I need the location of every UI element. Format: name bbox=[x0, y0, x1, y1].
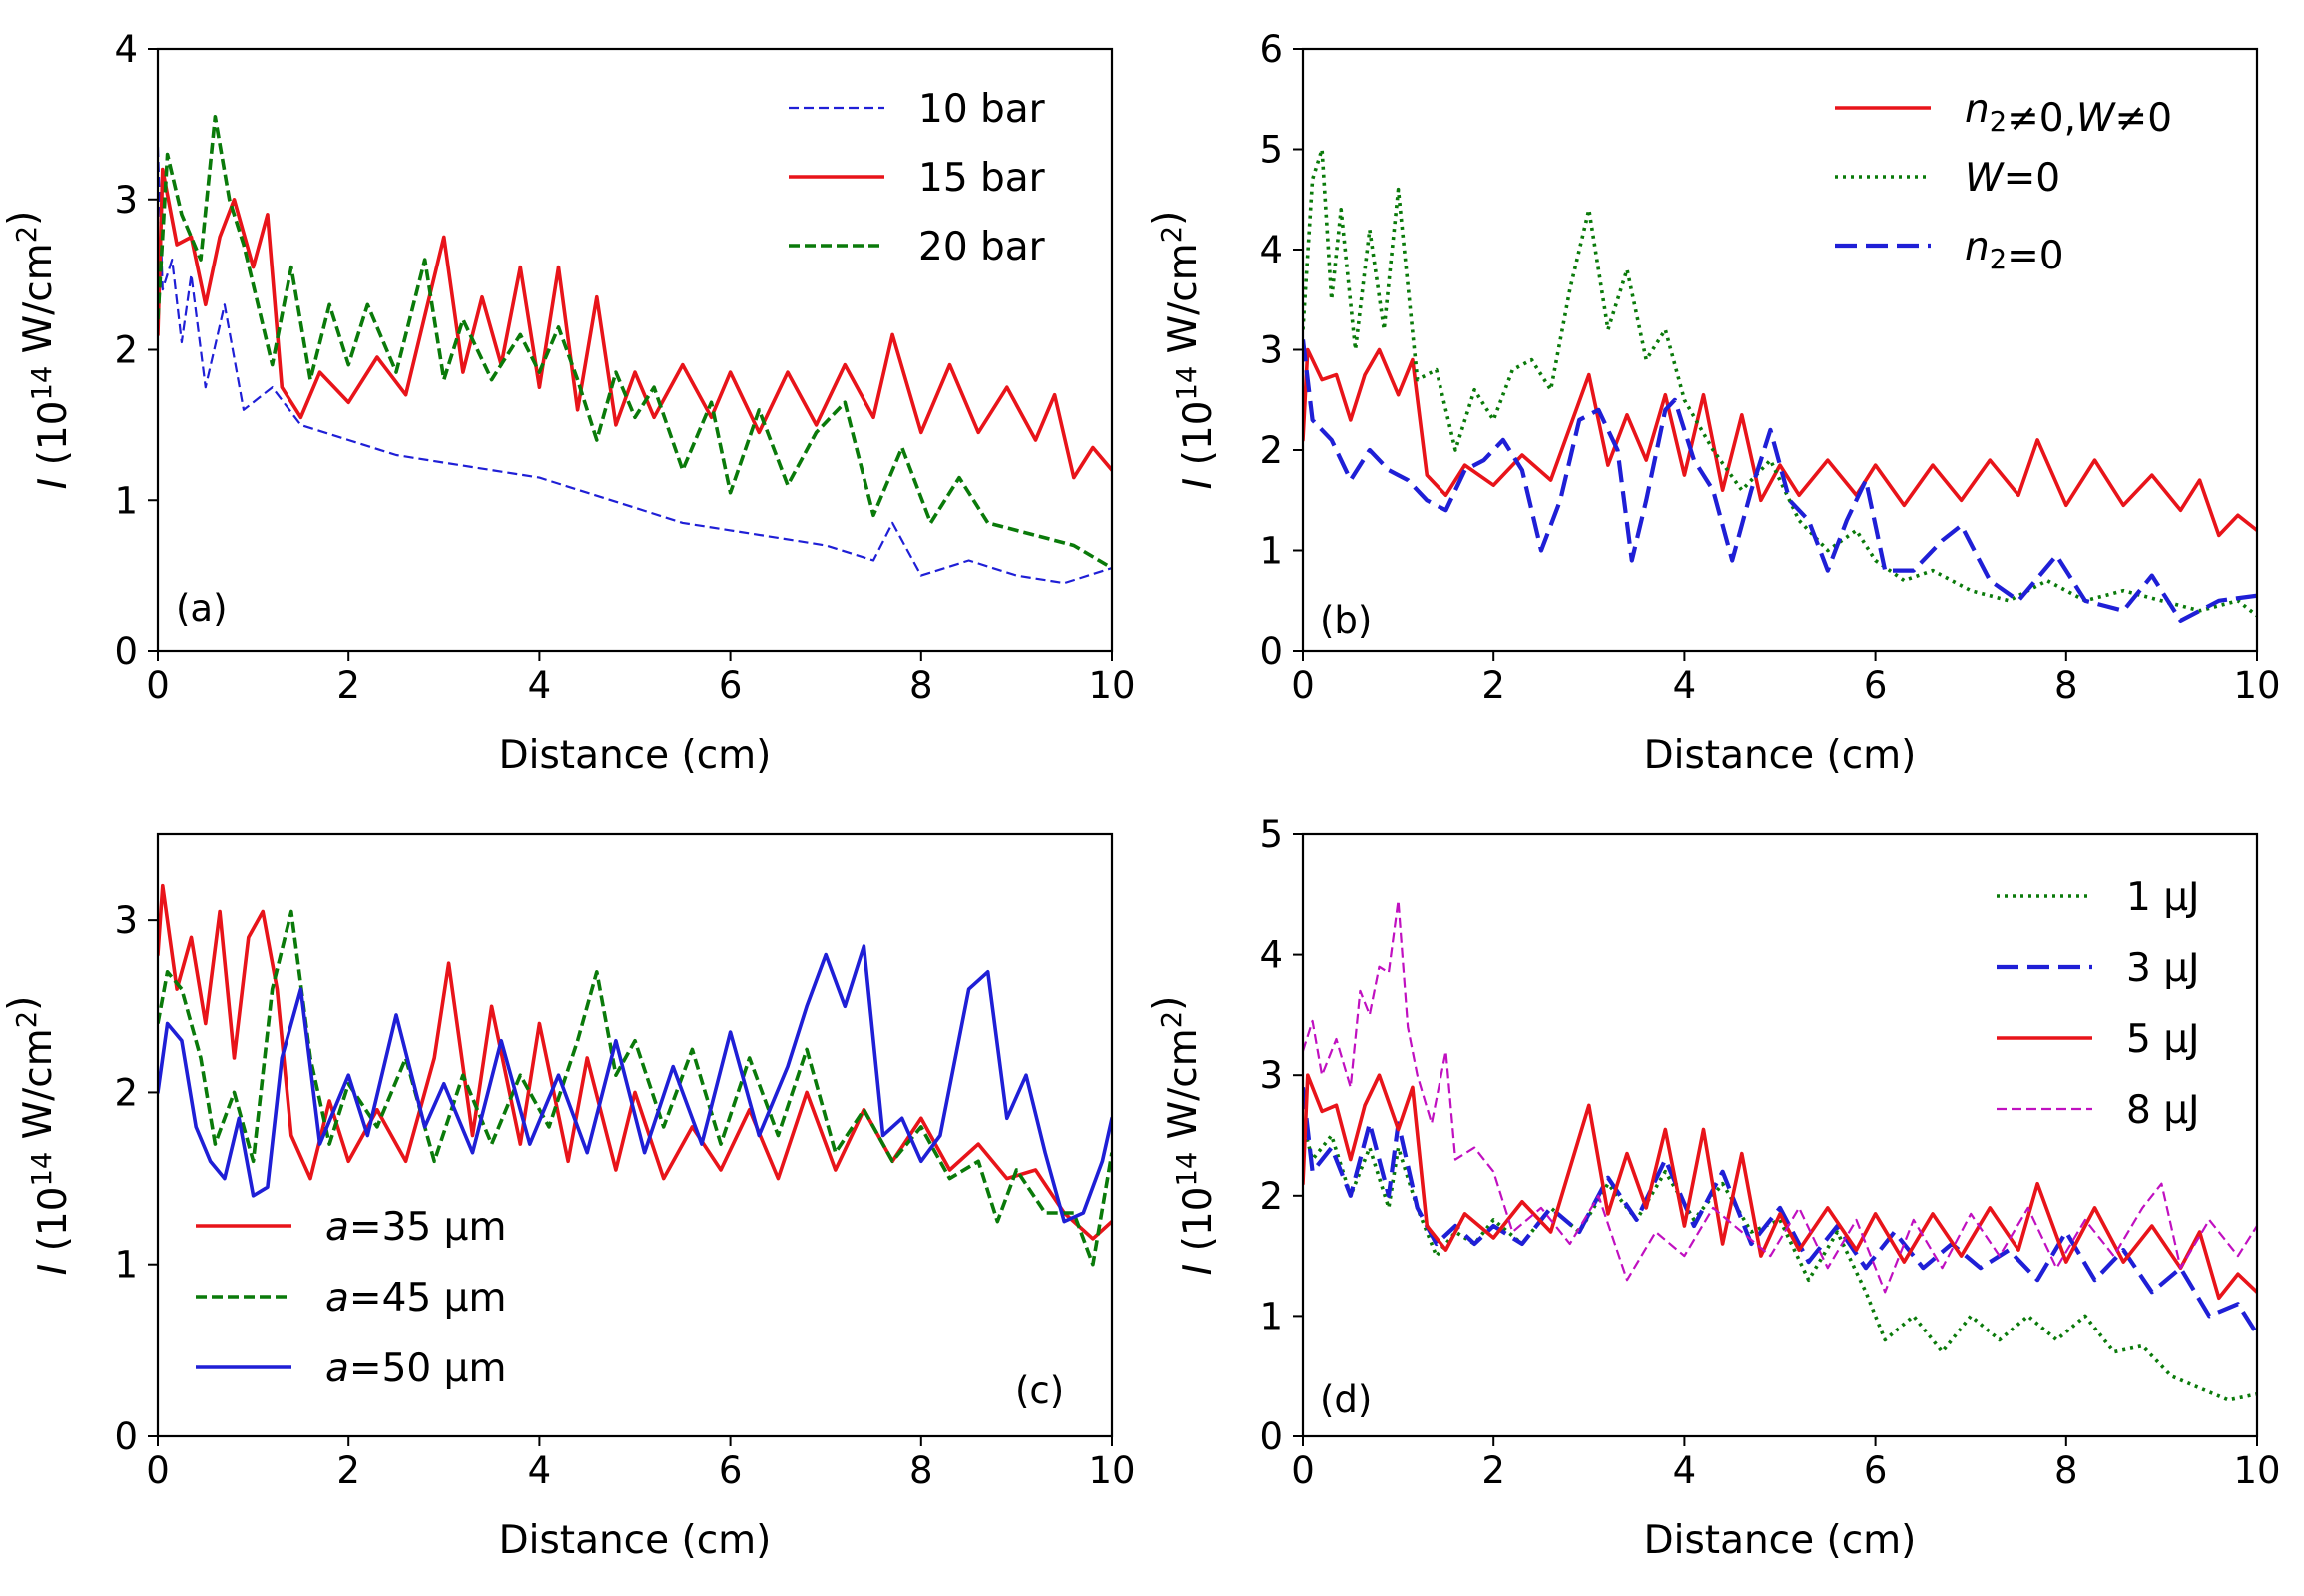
series-line-20-bar bbox=[158, 115, 1112, 570]
legend: 1 μJ 3 μJ 5 μJ 8 μJ bbox=[1997, 875, 2200, 1133]
x-tick-label: 10 bbox=[1088, 664, 1135, 707]
y-tick-label: 6 bbox=[1259, 28, 1283, 71]
x-tick-label: 6 bbox=[719, 1449, 743, 1492]
plot-area bbox=[158, 883, 1112, 1267]
y-tick-label: 2 bbox=[114, 329, 138, 372]
y-tick-label: 1 bbox=[1259, 530, 1283, 573]
series-line-n2-0-w-0 bbox=[1303, 347, 2257, 538]
y-tick-label: 3 bbox=[114, 899, 138, 942]
x-tick-label: 0 bbox=[1291, 664, 1315, 707]
series-line-1-j bbox=[1303, 1122, 2257, 1402]
x-tick-label: 6 bbox=[1864, 1449, 1888, 1492]
x-tick-label: 6 bbox=[1864, 664, 1888, 707]
y-tick-label: 5 bbox=[1259, 813, 1283, 856]
x-axis-label: Distance (cm) bbox=[499, 1518, 772, 1563]
series-line-15-bar bbox=[158, 167, 1112, 480]
series-line-a-35-m bbox=[158, 883, 1112, 1241]
plot-area bbox=[1303, 147, 2257, 624]
x-tick-label: 10 bbox=[2233, 1449, 2280, 1492]
x-tick-label: 8 bbox=[909, 664, 933, 707]
legend: a=35 μm a=45 μm a=50 μm bbox=[196, 1205, 506, 1391]
y-tick-label: 0 bbox=[1259, 630, 1283, 673]
plot-area bbox=[1303, 899, 2257, 1402]
y-tick-label: 4 bbox=[114, 28, 138, 71]
legend-label: 10 bar bbox=[918, 87, 1046, 132]
y-tick-label: 3 bbox=[1259, 1054, 1283, 1097]
x-tick-label: 10 bbox=[2233, 664, 2280, 707]
series-line-10-bar bbox=[158, 146, 1112, 585]
legend-label: a=50 μm bbox=[325, 1346, 506, 1391]
panel-a: 0 2 4 6 8 10 0 1 2 3 4 Distance (cm) I (1014 W/cm2) (… bbox=[1, 28, 1136, 778]
legend-label: 8 μJ bbox=[2126, 1088, 2200, 1133]
panel-label: (a) bbox=[176, 587, 228, 630]
legend-label: a=45 μm bbox=[325, 1276, 506, 1321]
y-tick-label: 2 bbox=[114, 1071, 138, 1114]
x-axis-label: Distance (cm) bbox=[499, 733, 772, 778]
x-tick-label: 4 bbox=[528, 664, 552, 707]
plot-area bbox=[158, 115, 1112, 585]
y-tick-label: 1 bbox=[114, 479, 138, 522]
x-tick-label: 10 bbox=[1088, 1449, 1135, 1492]
y-tick-label: 1 bbox=[1259, 1295, 1283, 1337]
x-tick-label: 2 bbox=[336, 664, 360, 707]
y-tick-label: 4 bbox=[1259, 229, 1283, 271]
y-tick-label: 2 bbox=[1259, 429, 1283, 472]
y-axis-label: I (1014 W/cm2) bbox=[1, 996, 76, 1276]
x-tick-label: 8 bbox=[909, 1449, 933, 1492]
y-tick-label: 0 bbox=[114, 1415, 138, 1458]
y-tick-label: 0 bbox=[114, 630, 138, 673]
x-tick-label: 2 bbox=[336, 1449, 360, 1492]
axes-frame bbox=[1301, 832, 2259, 1438]
legend: 10 bar 15 bar 20 bar bbox=[789, 87, 1046, 269]
legend-label: 3 μJ bbox=[2126, 946, 2200, 991]
legend-label: n2=0 bbox=[1965, 225, 2064, 278]
x-tick-label: 4 bbox=[1673, 664, 1697, 707]
y-tick-label: 3 bbox=[1259, 329, 1283, 372]
legend-label: 15 bar bbox=[918, 156, 1046, 201]
x-tick-label: 6 bbox=[719, 664, 743, 707]
legend-label: n2≠0,W≠0 bbox=[1965, 87, 2172, 141]
x-axis-label: Distance (cm) bbox=[1644, 733, 1917, 778]
x-tick-label: 4 bbox=[1673, 1449, 1697, 1492]
x-tick-label: 0 bbox=[1291, 1449, 1315, 1492]
series-line-w-0 bbox=[1303, 147, 2257, 618]
x-tick-label: 2 bbox=[1481, 664, 1505, 707]
axes-frame bbox=[156, 832, 1114, 1438]
legend: n2≠0,W≠0 W=0 n2=0 bbox=[1835, 87, 2172, 278]
series-line-5-j bbox=[1303, 1073, 2257, 1301]
series-line-a-50-m bbox=[158, 944, 1112, 1224]
y-tick-label: 4 bbox=[1259, 934, 1283, 977]
panel-b: 0 2 4 6 8 10 0 1 2 3 4 5 6 Distance (cm) I (1014 W/cm2… bbox=[1146, 28, 2281, 778]
x-tick-label: 4 bbox=[528, 1449, 552, 1492]
y-tick-label: 0 bbox=[1259, 1415, 1283, 1458]
y-axis-label: I (1014 W/cm2) bbox=[1, 211, 76, 490]
series-line-n2-0 bbox=[1303, 339, 2257, 624]
series-line-8-j bbox=[1303, 899, 2257, 1294]
panel-label: (d) bbox=[1320, 1378, 1372, 1421]
legend-label: W=0 bbox=[1965, 156, 2060, 201]
y-tick-label: 5 bbox=[1259, 129, 1283, 172]
x-axis-label: Distance (cm) bbox=[1644, 1518, 1917, 1563]
x-tick-label: 8 bbox=[2054, 664, 2078, 707]
legend-label: 1 μJ bbox=[2126, 875, 2200, 920]
y-tick-label: 1 bbox=[114, 1244, 138, 1287]
series-line-a-45-m bbox=[158, 909, 1112, 1267]
legend-label: 5 μJ bbox=[2126, 1017, 2200, 1062]
y-axis-label: I (1014 W/cm2) bbox=[1146, 996, 1221, 1276]
x-tick-label: 0 bbox=[146, 1449, 170, 1492]
series-line-3-j bbox=[1303, 1087, 2257, 1335]
x-tick-label: 8 bbox=[2054, 1449, 2078, 1492]
panel-label: (c) bbox=[1015, 1369, 1064, 1412]
y-tick-label: 2 bbox=[1259, 1175, 1283, 1218]
panel-c: 0 2 4 6 8 10 0 1 2 3 Distance (cm) I (1014 W/cm2) (c… bbox=[1, 832, 1136, 1563]
legend-label: 20 bar bbox=[918, 225, 1046, 269]
y-axis-label: I (1014 W/cm2) bbox=[1146, 211, 1221, 490]
legend-label: a=35 μm bbox=[325, 1205, 506, 1250]
x-tick-label: 2 bbox=[1481, 1449, 1505, 1492]
x-tick-label: 0 bbox=[146, 664, 170, 707]
panel-d: 0 2 4 6 8 10 0 1 2 3 4 5 Distance (cm) I (1014 W/cm2)… bbox=[1146, 813, 2281, 1563]
y-tick-label: 3 bbox=[114, 179, 138, 222]
panel-label: (b) bbox=[1320, 599, 1372, 642]
